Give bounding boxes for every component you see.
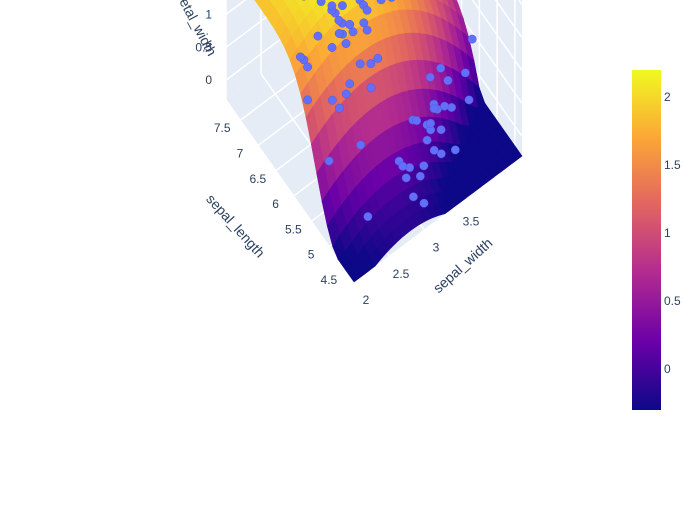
- scatter-point: [338, 1, 346, 9]
- scatter-point: [461, 69, 469, 77]
- scatter-point: [303, 63, 311, 71]
- scatter-point: [367, 84, 375, 92]
- z-tick-label: 0: [205, 73, 212, 87]
- y-tick-label: 2.5: [393, 267, 410, 281]
- scatter-point: [342, 90, 350, 98]
- x-tick-label: 5.5: [285, 222, 302, 236]
- scatter-point: [328, 43, 336, 51]
- scene-3d[interactable]: 4.555.566.577.522.533.500.511.522.5sepal…: [173, 0, 522, 307]
- scatter-point: [423, 136, 431, 144]
- y-axis-title: sepal_width: [430, 235, 496, 296]
- scatter-point: [328, 96, 336, 104]
- colorbar-gradient: [632, 70, 661, 410]
- x-tick-label: 6.5: [249, 172, 266, 186]
- y-tick-label: 3: [433, 241, 440, 255]
- scatter-point: [465, 96, 473, 104]
- scatter-point: [437, 150, 445, 158]
- colorbar-tick-label: 0.5: [664, 294, 681, 308]
- y-tick-label: 3.5: [463, 214, 480, 228]
- scatter-point: [468, 35, 476, 43]
- colorbar-tick-label: 1.5: [664, 158, 681, 172]
- scatter-point: [399, 162, 407, 170]
- scatter-point: [437, 64, 445, 72]
- scatter-point: [451, 146, 459, 154]
- scatter-point: [420, 162, 428, 170]
- x-tick-label: 5: [308, 248, 315, 262]
- scatter-point: [409, 193, 417, 201]
- x-tick-label: 7: [237, 147, 244, 161]
- scatter-point: [444, 76, 452, 84]
- x-tick-label: 7.5: [214, 121, 231, 135]
- scatter-point: [314, 32, 322, 40]
- scatter-point: [402, 174, 410, 182]
- scatter-point: [335, 29, 343, 37]
- colorbar-tick-label: 2: [664, 90, 671, 104]
- scatter-point: [363, 6, 371, 14]
- x-tick-label: 6: [272, 197, 279, 211]
- scatter-point: [360, 19, 368, 27]
- scatter-point: [328, 2, 336, 10]
- scatter-point: [364, 212, 372, 220]
- scatter-point: [374, 54, 382, 62]
- scatter-point: [440, 102, 448, 110]
- scatter-point: [357, 141, 365, 149]
- scatter-point: [335, 104, 343, 112]
- scatter-point: [303, 96, 311, 104]
- scatter-point: [416, 172, 424, 180]
- scatter-point: [346, 80, 354, 88]
- scatter-point: [426, 119, 434, 127]
- scatter-point: [325, 157, 333, 165]
- scatter-point: [346, 20, 354, 28]
- y-tick-label: 2: [363, 293, 370, 307]
- scatter-point: [426, 73, 434, 81]
- scatter-point: [430, 104, 438, 112]
- x-axis-title: sepal_length: [203, 191, 268, 261]
- scatter-point: [437, 126, 445, 134]
- scatter-point: [367, 59, 375, 67]
- scatter-point: [296, 53, 304, 61]
- x-tick-label: 4.5: [321, 273, 338, 287]
- colorbar-tick-label: 0: [664, 362, 671, 376]
- scatter-point: [335, 16, 343, 24]
- scatter-point: [412, 116, 420, 124]
- colorbar: 0 0.5 1 1.5 2: [632, 70, 681, 410]
- scatter-point: [342, 39, 350, 47]
- z-tick-label: 1: [205, 7, 212, 21]
- colorbar-tick-label: 1: [664, 226, 671, 240]
- scatter-point: [420, 199, 428, 207]
- scatter-point: [356, 60, 364, 68]
